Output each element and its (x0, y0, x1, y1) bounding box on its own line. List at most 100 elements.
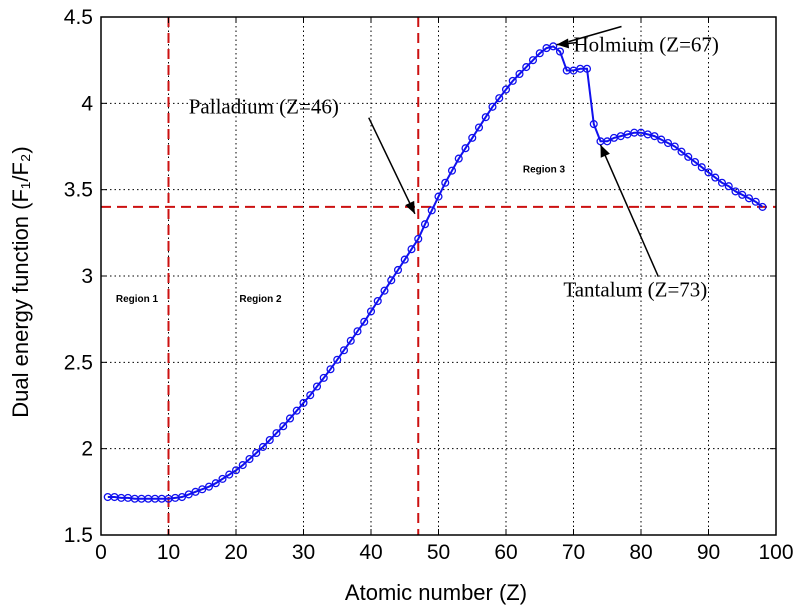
data-point (744, 194, 754, 203)
data-point (684, 152, 693, 161)
y-tick-label: 3.5 (64, 179, 93, 202)
data-point (191, 487, 200, 496)
data-point (454, 154, 463, 163)
annotations: Palladium (Z=46) Holmium (Z=67) Tantalum (… (189, 25, 719, 302)
data-point (704, 168, 713, 177)
data-point (218, 474, 227, 483)
data-point (528, 56, 538, 65)
data-point (717, 178, 727, 187)
y-axis-title: Dual energy function (F₁/F₂) (8, 146, 33, 418)
data-point (238, 461, 247, 470)
data-point (414, 234, 423, 243)
data-point (481, 113, 490, 122)
y-tick-label: 1.5 (64, 524, 93, 547)
data-point (582, 64, 592, 73)
data-point (252, 448, 261, 458)
markers (103, 42, 767, 503)
data-point (468, 133, 477, 142)
annotation-arrowhead (405, 200, 415, 214)
data-point (677, 147, 686, 156)
data-point (758, 202, 767, 211)
data-point (285, 414, 295, 423)
annotation-arrow-line (568, 25, 622, 43)
x-tick-label: 70 (562, 541, 585, 564)
data-point (393, 265, 403, 275)
data-point (731, 187, 740, 196)
annotation-arrowhead (556, 38, 570, 49)
region-label: Region 1 (116, 294, 159, 305)
data-point (211, 479, 220, 488)
data-point (751, 197, 760, 206)
data-point (380, 286, 389, 295)
data-point (258, 442, 268, 451)
data-point (441, 178, 450, 187)
x-tick-label: 30 (292, 541, 315, 564)
y-tick-label: 3 (81, 265, 93, 288)
region-label: Region 3 (523, 164, 566, 175)
data-point (427, 206, 436, 215)
x-axis-title: Atomic number (Z) (345, 580, 527, 605)
data-point (292, 406, 301, 415)
data-point (245, 454, 254, 464)
annotation-arrow-line (368, 117, 416, 215)
data-point (272, 429, 281, 438)
y-tick-label: 2.5 (64, 351, 93, 374)
data-point (387, 276, 396, 285)
y-tick-label: 4 (81, 92, 93, 115)
data-point (488, 102, 497, 111)
annotation-label: Holmium (Z=67) (574, 33, 719, 57)
x-tick-label: 60 (494, 541, 517, 564)
data-point (515, 69, 524, 79)
data-point (299, 398, 308, 407)
data-point (738, 190, 747, 199)
data-point (231, 466, 241, 475)
data-point (690, 157, 700, 167)
reference-lines (101, 17, 776, 535)
data-point (373, 296, 382, 306)
x-tick-label: 100 (758, 541, 793, 564)
data-point (447, 166, 457, 175)
y-tick-label: 4.5 (64, 6, 93, 29)
data-point (184, 490, 193, 499)
data-point (319, 373, 328, 382)
y-tick-labels: 1.5 2 2.5 3 3.5 4 4.5 (64, 6, 94, 547)
data-point (204, 482, 214, 491)
data-point (501, 85, 511, 94)
region-label: Region 2 (239, 294, 282, 305)
data-point (535, 49, 544, 58)
data-point (555, 47, 565, 56)
data-point (697, 163, 706, 172)
x-tick-label: 10 (157, 541, 180, 564)
data-point (549, 42, 558, 51)
data-point (177, 492, 187, 502)
data-point (657, 135, 666, 144)
data-point (420, 220, 430, 229)
data-point (225, 470, 234, 479)
data-point (495, 94, 504, 103)
x-tick-label: 40 (359, 541, 382, 564)
annotation-arrow-line (599, 144, 660, 278)
data-point (279, 422, 288, 431)
x-tick-labels: 0 10 20 30 40 50 60 70 80 90 100 (95, 541, 793, 564)
data-point (603, 137, 612, 146)
data-point (474, 123, 484, 132)
x-tick-label: 90 (697, 541, 720, 564)
y-tick-label: 2 (81, 438, 93, 461)
data-point (711, 173, 720, 182)
annotation-label: Palladium (Z=46) (189, 95, 339, 119)
data-point (670, 142, 679, 151)
data-point (407, 245, 416, 254)
x-tick-label: 50 (427, 541, 450, 564)
data-point (346, 336, 355, 345)
data-point (326, 365, 335, 374)
series (107, 45, 764, 500)
data-point (339, 346, 349, 355)
annotation-label: Tantalum (Z=73) (563, 278, 707, 302)
data-point (663, 138, 673, 148)
data-point (360, 317, 369, 326)
data-point (312, 382, 322, 391)
data-point (400, 255, 409, 264)
data-point (333, 355, 342, 364)
